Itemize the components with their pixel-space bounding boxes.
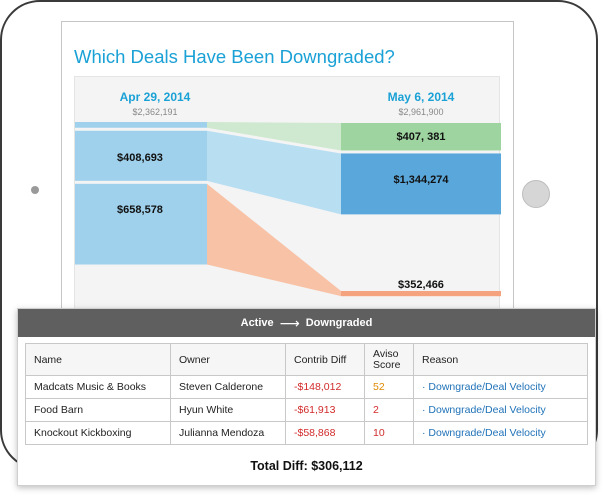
bullet-icon: · (422, 427, 429, 439)
cell-contrib-diff: -$61,913 (285, 398, 365, 422)
aviso-score-header-text: Aviso Score (373, 347, 401, 371)
home-button[interactable] (522, 180, 550, 208)
reason-link[interactable]: Downgrade/Deal Velocity (428, 427, 546, 439)
right-node-upgraded[interactable] (341, 123, 501, 151)
column-header-owner[interactable]: Owner (170, 343, 286, 376)
cell-owner: Julianna Mendoza (170, 421, 286, 445)
cell-aviso-score: 10 (364, 421, 414, 445)
cell-owner: Hyun White (170, 398, 286, 422)
left-node-middle[interactable] (75, 130, 207, 181)
column-header-name[interactable]: Name (25, 343, 171, 376)
flow-active-to-active (207, 130, 341, 215)
panel-header-from: Active (240, 317, 274, 329)
right-node-upgraded-label: $407, 381 (397, 131, 446, 143)
cell-name: Madcats Music & Books (25, 375, 171, 399)
table-row[interactable]: Madcats Music & Books Steven Calderone -… (25, 375, 588, 399)
cell-name: Knockout Kickboxing (25, 421, 171, 445)
right-node-downgraded[interactable] (341, 291, 501, 297)
total-diff: Total Diff: $306,112 (250, 459, 363, 473)
table-row[interactable]: Knockout Kickboxing Julianna Mendoza -$5… (25, 421, 588, 445)
cell-reason[interactable]: · Downgrade/Deal Velocity (413, 421, 588, 445)
sankey-chart-area: Apr 29, 2014 $2,362,191 May 6, 2014 $2,9… (74, 76, 501, 320)
flow-active-to-downgraded (207, 183, 341, 297)
cell-contrib-diff: -$148,012 (285, 375, 365, 399)
panel-header-to: Downgraded (305, 317, 373, 329)
right-date-label: May 6, 2014 (388, 90, 455, 104)
sankey-chart: Apr 29, 2014 $2,362,191 May 6, 2014 $2,9… (75, 90, 501, 297)
left-total-label: $2,362,191 (132, 107, 177, 117)
deals-table: Name Owner Contrib Diff Aviso Score Reas… (25, 343, 588, 445)
right-node-downgraded-label: $352,466 (398, 279, 444, 291)
column-header-contrib-diff[interactable]: Contrib Diff (285, 343, 365, 376)
reason-link[interactable]: Downgrade/Deal Velocity (428, 404, 546, 416)
camera-dot (31, 186, 39, 194)
flow-top-to-upgraded (207, 122, 341, 151)
left-date-label: Apr 29, 2014 (120, 90, 191, 104)
column-header-reason[interactable]: Reason (413, 343, 588, 376)
right-node-active[interactable] (341, 153, 501, 215)
left-node-top[interactable] (75, 122, 207, 128)
table-row[interactable]: Food Barn Hyun White -$61,913 2 · Downgr… (25, 398, 588, 422)
panel-header: Active ⟶ Downgraded (18, 309, 595, 337)
cell-contrib-diff: -$58,868 (285, 421, 365, 445)
cell-owner: Steven Calderone (170, 375, 286, 399)
cell-name: Food Barn (25, 398, 171, 422)
long-arrow-right-icon: ⟶ (279, 315, 300, 331)
table-header-row: Name Owner Contrib Diff Aviso Score Reas… (25, 343, 588, 376)
tablet-frame: Which Deals Have Been Downgraded? Apr 29… (0, 0, 598, 470)
left-node-bottom[interactable] (75, 183, 207, 265)
cell-reason[interactable]: · Downgrade/Deal Velocity (413, 375, 588, 399)
cell-aviso-score: 2 (364, 398, 414, 422)
reason-link[interactable]: Downgrade/Deal Velocity (428, 381, 546, 393)
cell-aviso-score: 52 (364, 375, 414, 399)
downgraded-deals-panel: Active ⟶ Downgraded Name Owner Contrib D… (17, 308, 596, 486)
page-title: Which Deals Have Been Downgraded? (74, 46, 395, 67)
bullet-icon: · (422, 404, 429, 416)
cell-reason[interactable]: · Downgrade/Deal Velocity (413, 398, 588, 422)
right-node-active-label: $1,344,274 (393, 174, 449, 186)
column-header-aviso-score[interactable]: Aviso Score (364, 343, 414, 376)
left-node-middle-label: $408,693 (117, 152, 163, 164)
bullet-icon: · (422, 381, 429, 393)
tablet-screen: Which Deals Have Been Downgraded? Apr 29… (61, 21, 514, 321)
right-total-label: $2,961,900 (398, 107, 443, 117)
left-node-bottom-label: $658,578 (117, 204, 163, 216)
